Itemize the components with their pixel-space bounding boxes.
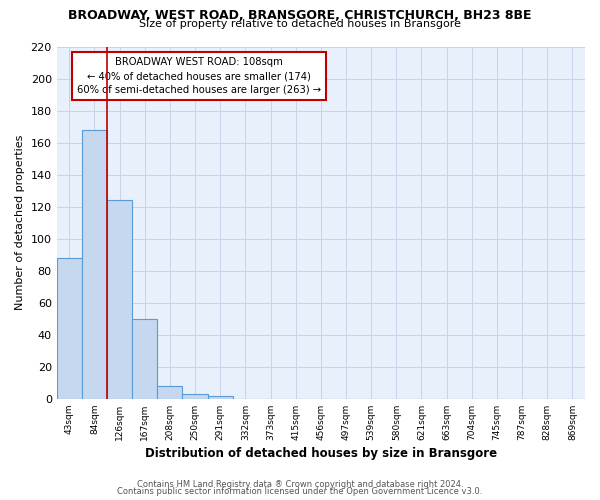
Text: Size of property relative to detached houses in Bransgore: Size of property relative to detached ho…: [139, 19, 461, 29]
Bar: [208, 396, 233, 399]
Text: Contains HM Land Registry data ® Crown copyright and database right 2024.: Contains HM Land Registry data ® Crown c…: [137, 480, 463, 489]
Bar: [182, 394, 208, 399]
Bar: [132, 318, 157, 399]
Text: BROADWAY WEST ROAD: 108sqm
← 40% of detached houses are smaller (174)
60% of sem: BROADWAY WEST ROAD: 108sqm ← 40% of deta…: [77, 57, 322, 95]
Bar: [82, 130, 107, 399]
Bar: [157, 386, 182, 399]
Bar: [107, 200, 132, 399]
Text: Contains public sector information licensed under the Open Government Licence v3: Contains public sector information licen…: [118, 487, 482, 496]
Text: BROADWAY, WEST ROAD, BRANSGORE, CHRISTCHURCH, BH23 8BE: BROADWAY, WEST ROAD, BRANSGORE, CHRISTCH…: [68, 9, 532, 22]
X-axis label: Distribution of detached houses by size in Bransgore: Distribution of detached houses by size …: [145, 447, 497, 460]
Y-axis label: Number of detached properties: Number of detached properties: [15, 135, 25, 310]
Bar: [56, 258, 82, 399]
